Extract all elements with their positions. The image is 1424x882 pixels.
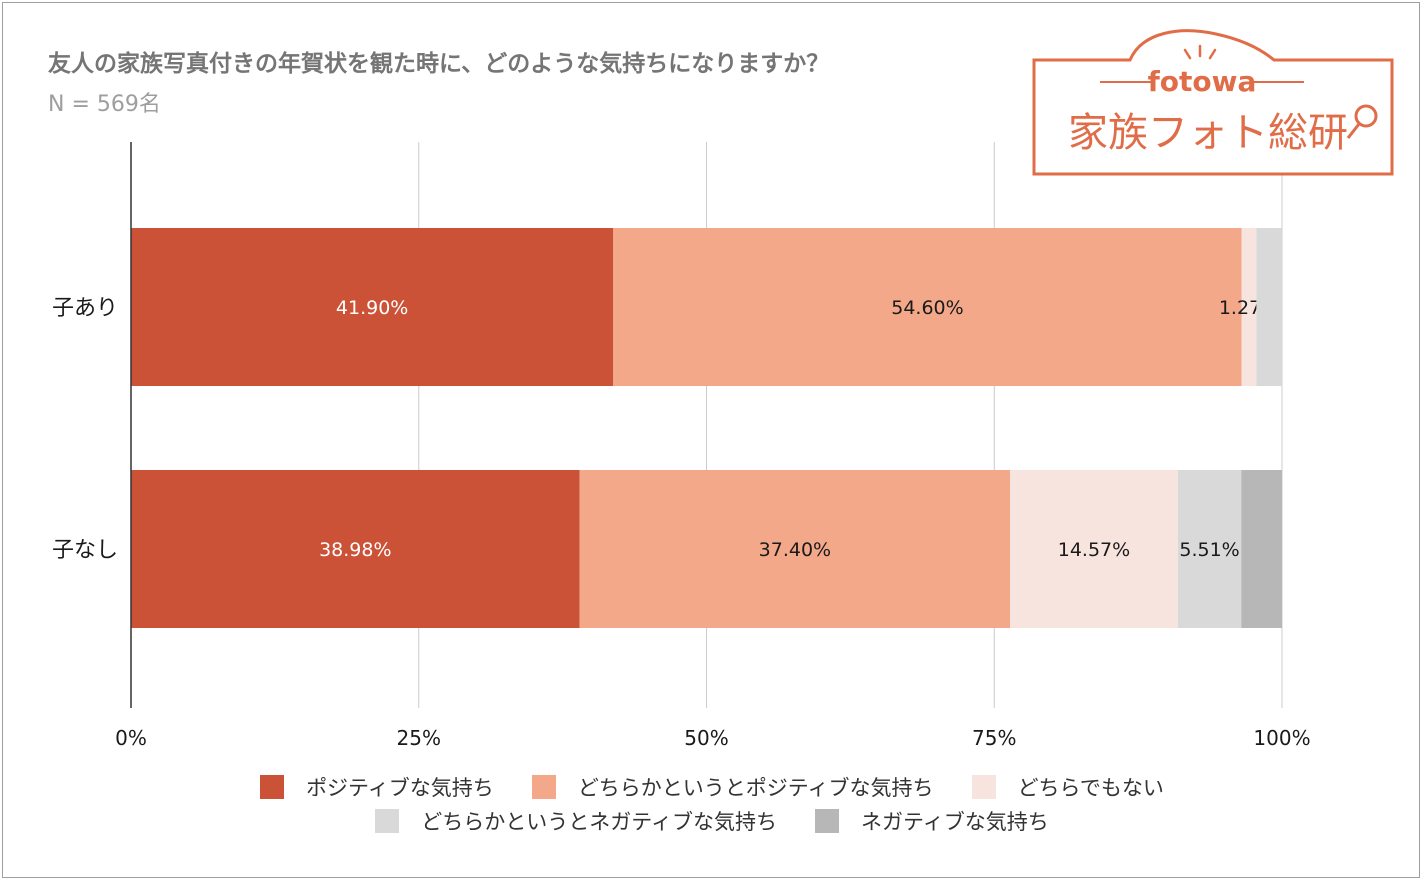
chart-title: 友人の家族写真付きの年賀状を観た時に、どのような気持ちになりますか？ [48, 51, 830, 77]
bar-segment [1241, 470, 1282, 628]
category-label: 子あり [52, 296, 118, 321]
chart-subtitle: N = 569名 [48, 92, 161, 117]
legend-swatch [815, 809, 839, 833]
bar-segment [613, 228, 1242, 386]
legend-item: ポジティブな気持ち [260, 772, 494, 802]
legend-label: どちらかというとポジティブな気持ち [577, 776, 934, 800]
data-label: 14.57% [1058, 539, 1130, 561]
bar-segment [1010, 470, 1178, 628]
bar-segment [131, 228, 614, 386]
legend-label: どちらでもない [1017, 776, 1164, 800]
legend-row-1: ポジティブな気持ち どちらかというとポジティブな気持ち どちらでもない [0, 772, 1424, 802]
legend-swatch [531, 775, 556, 799]
x-tick-label: 100% [1253, 726, 1310, 750]
legend-item: どちらでもない [971, 772, 1164, 802]
legend-swatch [971, 775, 996, 799]
legend-swatch [260, 775, 285, 799]
category-label: 子なし [52, 538, 118, 563]
data-label: 41.90% [336, 297, 408, 319]
x-tick-label: 0% [115, 726, 147, 750]
bar-segment [1256, 228, 1282, 386]
data-label: 38.98% [319, 539, 391, 561]
data-label: 5.51% [1179, 539, 1239, 561]
data-label: 54.60% [891, 297, 963, 319]
x-tick-label: 75% [972, 726, 1016, 750]
legend-label: ネガティブな気持ち [861, 810, 1049, 834]
legend-label: どちらかというとネガティブな気持ち [421, 810, 777, 834]
bar-segment [131, 470, 580, 628]
logo-name: 家族フォト総研 [1068, 110, 1348, 156]
legend-label: ポジティブな気持ち [306, 776, 494, 800]
legend-swatch [375, 809, 400, 833]
x-tick-label: 50% [684, 726, 728, 750]
x-tick-label: 25% [397, 726, 441, 750]
legend-item: ネガティブな気持ち [815, 806, 1049, 836]
legend-item: どちらかというとポジティブな気持ち [531, 772, 934, 802]
bar-segment [1177, 470, 1242, 628]
logo-sparkle-icon [1183, 44, 1217, 60]
bar-segment [579, 470, 1011, 628]
fotowa-logo: fotowa 家族フォト総研 [1032, 29, 1394, 176]
legend-row-2: どちらかというとネガティブな気持ち ネガティブな気持ち [0, 806, 1424, 836]
legend-item: どちらかというとネガティブな気持ち [375, 806, 777, 836]
logo-brand: fotowa [1148, 65, 1257, 98]
data-label: 37.40% [759, 539, 831, 561]
magnifier-icon [1346, 104, 1378, 139]
bar-segment [1241, 228, 1257, 386]
